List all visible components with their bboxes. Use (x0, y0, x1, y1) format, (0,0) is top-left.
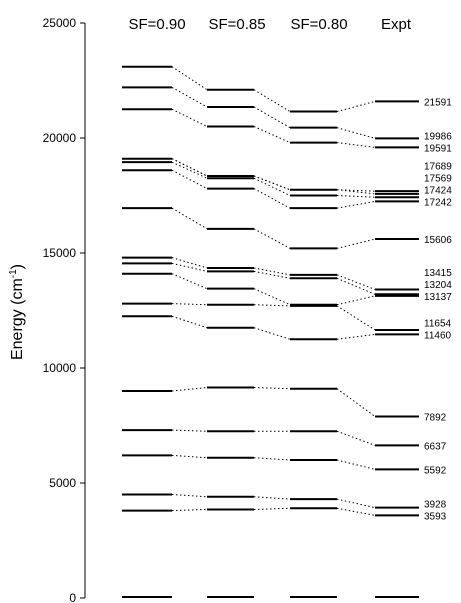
connector-18-0 (171, 66, 208, 91)
connector-17-2 (336, 127, 376, 139)
expt-level-label-16: 19591 (424, 143, 452, 154)
connector-13-0 (171, 161, 208, 179)
column-header-1: SF=0.85 (208, 16, 265, 33)
expt-level-label-12: 17242 (424, 197, 452, 208)
connector-15-1 (253, 175, 291, 191)
y-tick-label-0: 0 (69, 591, 76, 603)
connector-7-1 (253, 304, 291, 307)
connector-8-0 (171, 273, 208, 290)
connector-3-2 (336, 459, 376, 470)
column-headers: SF=0.90 SF=0.85 SF=0.80 Expt (128, 16, 411, 33)
y-axis-label: Energy (cm-1) (8, 264, 26, 360)
connector-16-0 (171, 108, 208, 127)
connector-6-0 (171, 315, 208, 329)
connector-5-2 (336, 388, 376, 417)
y-tick-label-1: 5000 (49, 476, 76, 490)
expt-level-label-7: 11654 (424, 318, 452, 329)
expt-level-label-18: 21591 (424, 97, 452, 108)
connector-11-0 (171, 207, 208, 230)
expt-level-label-11: 15606 (424, 235, 452, 246)
connector-18-1 (253, 89, 291, 112)
connector-1-2 (336, 507, 376, 516)
connector-3-0 (171, 454, 208, 459)
connector-16-1 (253, 126, 291, 144)
connector-6-2 (336, 333, 376, 340)
connector-5-0 (171, 387, 208, 392)
expt-level-label-9: 13204 (424, 280, 452, 291)
connector-5-1 (253, 387, 291, 390)
connector-4-0 (171, 429, 208, 432)
expt-level-label-4: 6637 (424, 441, 447, 452)
connector-17-1 (253, 106, 291, 129)
connector-15-0 (171, 158, 208, 177)
expt-level-label-10: 13415 (424, 268, 452, 279)
connector-12-1 (253, 188, 291, 209)
column-header-3: Expt (381, 16, 412, 33)
connector-2-2 (336, 498, 376, 509)
connector-12-0 (171, 169, 208, 190)
y-tick-label-5: 25000 (43, 16, 77, 30)
connector-13-1 (253, 177, 291, 196)
connector-8-1 (253, 288, 291, 306)
level-connectors (171, 66, 376, 516)
connector-4-2 (336, 430, 376, 446)
connector-6-1 (253, 327, 291, 340)
y-tick-label-3: 15000 (43, 246, 77, 260)
connector-15-2 (336, 189, 376, 192)
expt-level-label-6: 11460 (424, 330, 452, 341)
connector-18-2 (336, 100, 376, 113)
expt-level-label-17: 19986 (424, 131, 452, 142)
y-axis-label-suffix: ) (9, 264, 26, 269)
y-axis-ticks: 0 5000 10000 15000 20000 25000 (43, 16, 85, 603)
connector-2-0 (171, 494, 208, 498)
expt-level-label-15: 17689 (424, 161, 452, 172)
expt-level-label-1: 3593 (424, 511, 447, 522)
connector-11-2 (336, 238, 376, 249)
connector-1-1 (253, 507, 291, 510)
connector-9-1 (253, 270, 291, 279)
expt-level-label-8: 13137 (424, 292, 452, 303)
expt-level-label-2: 3928 (424, 499, 447, 510)
connector-10-0 (171, 257, 208, 269)
expt-level-label-5: 7892 (424, 412, 447, 423)
column-header-2: SF=0.80 (290, 16, 347, 33)
connector-9-0 (171, 262, 208, 272)
expt-level-label-13: 17424 (424, 185, 452, 196)
connector-14-2 (336, 189, 376, 195)
connector-7-2 (336, 305, 376, 331)
connector-3-1 (253, 457, 291, 461)
energy-levels (122, 65, 419, 598)
y-tick-label-2: 10000 (43, 361, 77, 375)
connector-17-0 (171, 86, 208, 108)
connector-10-2 (336, 274, 376, 290)
column-header-0: SF=0.90 (128, 16, 185, 33)
y-axis-label-main: Energy (cm (9, 278, 26, 360)
connector-9-2 (336, 277, 376, 295)
connector-7-0 (171, 303, 208, 306)
connector-16-2 (336, 142, 376, 148)
connector-10-1 (253, 267, 291, 276)
connector-12-2 (336, 200, 376, 209)
expt-level-label-3: 5592 (424, 465, 447, 476)
connector-2-1 (253, 496, 291, 500)
connector-13-2 (336, 195, 376, 198)
y-axis-label-superscript: -1 (8, 269, 19, 278)
y-tick-label-4: 20000 (43, 131, 77, 145)
connector-1-0 (171, 508, 208, 512)
connector-8-2 (336, 295, 376, 306)
expt-level-label-14: 17569 (424, 173, 452, 184)
connector-11-1 (253, 228, 291, 249)
